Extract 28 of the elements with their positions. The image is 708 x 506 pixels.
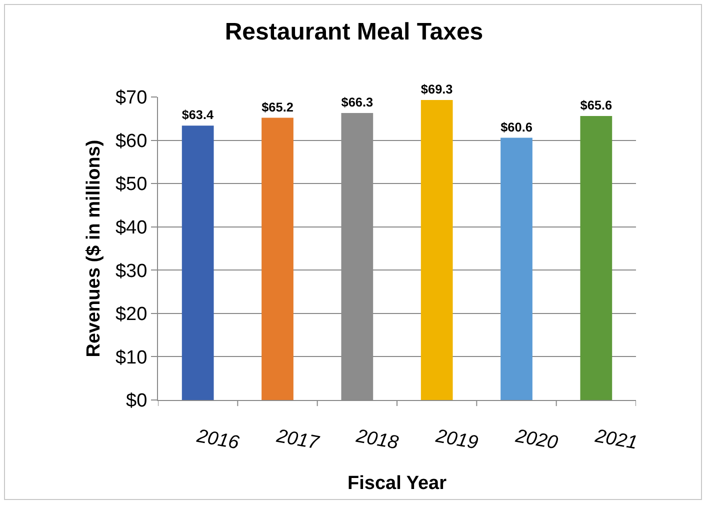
data-label: $65.2: [262, 99, 294, 114]
x-axis-title: Fiscal Year: [348, 472, 448, 494]
data-label: $63.4: [182, 108, 214, 122]
bar: [420, 100, 453, 400]
x-tick-label: 2021: [592, 426, 639, 454]
data-label: $65.6: [580, 98, 612, 113]
y-tick-label: $60: [115, 130, 148, 152]
y-tick-label: $50: [115, 174, 148, 196]
data-label: $60.6: [500, 119, 532, 134]
y-axis-title: Revenues ($ in millions): [83, 140, 104, 358]
bar: [580, 116, 612, 400]
bar: [500, 138, 532, 400]
y-tick-label: $20: [115, 304, 148, 326]
x-tick-label: 2017: [274, 426, 322, 454]
y-tick-label: $10: [115, 347, 148, 368]
y-tick-label: $70: [115, 88, 148, 109]
y-tick-label: $0: [126, 390, 148, 412]
y-tick-label: $30: [115, 260, 148, 282]
chart-title: Restaurant Meal Taxes: [224, 18, 484, 46]
x-tick-label: 2016: [194, 426, 242, 454]
x-tick-label: 2019: [433, 426, 480, 454]
bar: [262, 118, 294, 400]
x-tick-label: 2018: [354, 426, 400, 454]
bar: [182, 126, 214, 400]
data-label: $69.3: [420, 82, 453, 97]
y-tick-label: $40: [115, 218, 148, 239]
x-tick-label: 2020: [512, 426, 560, 454]
data-label: $66.3: [341, 94, 374, 110]
